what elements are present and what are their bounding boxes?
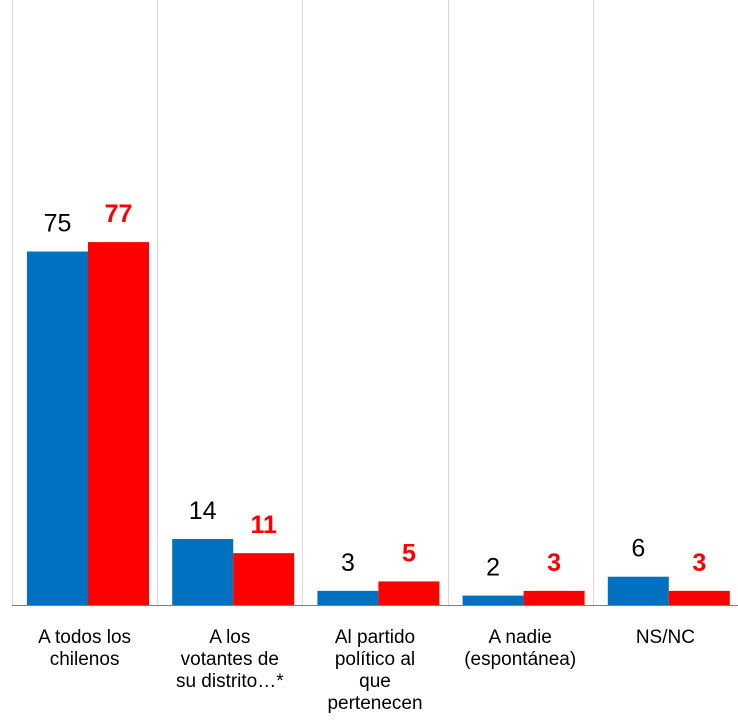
data-label: 5 (402, 539, 416, 567)
bar (462, 595, 524, 605)
category-label: su distrito…* (176, 671, 284, 692)
bar (317, 590, 379, 605)
category-label: NS/NC (636, 627, 695, 648)
bar (668, 590, 730, 605)
data-label: 77 (105, 200, 133, 228)
data-label: 3 (692, 549, 706, 577)
category-label: que (359, 671, 391, 692)
bar (607, 576, 669, 605)
category-label: pertenecen (327, 693, 422, 714)
data-label: 75 (44, 210, 72, 238)
data-label: 11 (250, 511, 277, 539)
data-label: 6 (631, 535, 645, 563)
data-label: 2 (486, 554, 500, 582)
category-label: político al (335, 649, 415, 670)
category-label: chilenos (50, 649, 120, 670)
bar (88, 242, 149, 605)
category-label: A todos los (38, 627, 131, 648)
data-label: 3 (547, 549, 561, 577)
bar (27, 251, 88, 605)
data-label: 3 (341, 549, 355, 577)
data-label: 14 (189, 497, 217, 525)
bars (27, 242, 730, 605)
bar (233, 553, 295, 605)
category-label: (espontánea) (464, 649, 576, 670)
category-label: votantes de (181, 649, 279, 670)
bar (172, 539, 234, 605)
category-label: A nadie (488, 627, 551, 648)
category-label: Al partido (335, 627, 415, 648)
category-label: A los (209, 627, 250, 648)
bar (523, 590, 585, 605)
bar (378, 581, 440, 605)
category-separators (12, 0, 594, 605)
data-labels: 75 77 14 11 3 5 2 3 6 3 (44, 200, 707, 581)
